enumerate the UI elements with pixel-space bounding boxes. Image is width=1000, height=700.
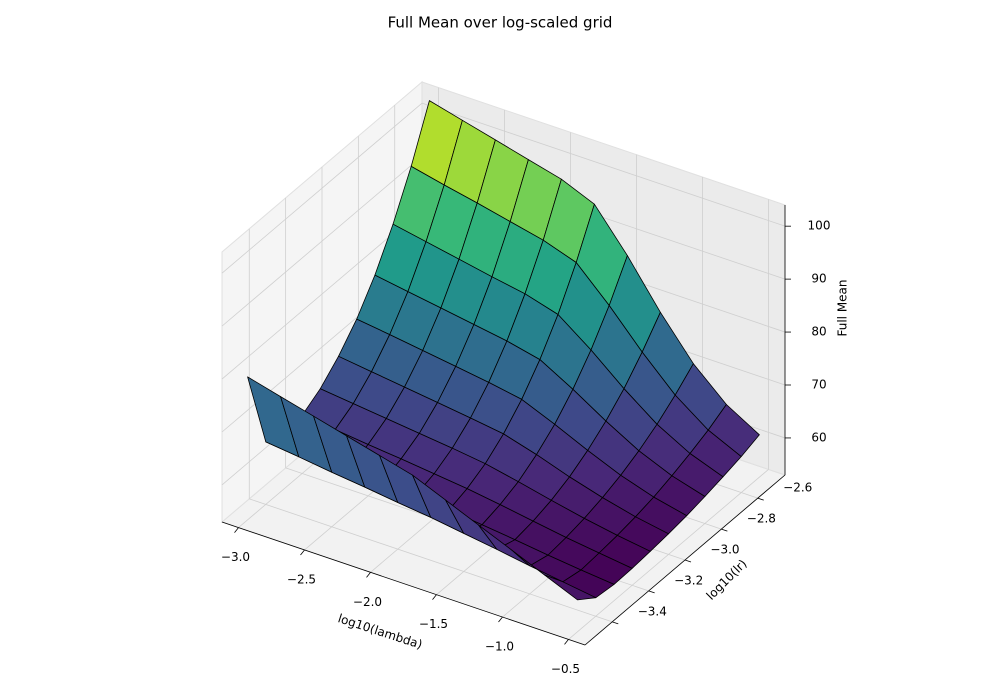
tick-mark <box>612 621 619 625</box>
z-tick-label: 60 <box>811 430 826 444</box>
x-tick-label: −2.0 <box>353 595 382 609</box>
grid-line <box>421 102 786 227</box>
y-tick-label: −3.0 <box>710 543 739 557</box>
x-tick-label: −0.5 <box>551 662 580 676</box>
x-tick-label: −2.5 <box>287 572 316 586</box>
y-tick-label: −2.6 <box>783 481 812 495</box>
grid-line <box>221 155 423 327</box>
tick-mark <box>564 639 569 645</box>
tick-mark <box>234 527 239 533</box>
x-axis-line <box>221 521 586 646</box>
z-tick-label: 80 <box>811 325 826 339</box>
tick-mark <box>300 549 305 556</box>
z-tick-label: 90 <box>811 272 826 286</box>
y-axis-line <box>584 474 786 646</box>
z-tick-label: 70 <box>811 378 826 392</box>
y-tick-label: −3.2 <box>674 573 703 587</box>
y-axis-label: log10(lr) <box>704 557 750 603</box>
y-tick-label: −2.8 <box>747 512 776 526</box>
y-tick-label: −3.4 <box>638 604 667 618</box>
tick-mark <box>684 559 692 563</box>
x-tick-label: −1.0 <box>485 640 514 654</box>
tick-mark <box>757 497 764 501</box>
grid-line <box>221 102 423 274</box>
x-tick-label: −3.0 <box>221 550 250 564</box>
grid-line <box>249 498 613 623</box>
tick-mark <box>498 616 503 623</box>
z-tick-label: 100 <box>808 219 831 233</box>
x-tick-label: −1.5 <box>419 617 448 631</box>
tick-mark <box>648 590 655 594</box>
z-axis-label: Full Mean <box>836 279 850 336</box>
x-axis-label: log10(lambda) <box>336 611 424 651</box>
chart-title: Full Mean over log-scaled grid <box>388 14 613 32</box>
tick-mark <box>721 528 728 532</box>
tick-mark <box>366 572 371 578</box>
tick-mark <box>432 594 437 600</box>
surface-cell <box>544 574 597 601</box>
